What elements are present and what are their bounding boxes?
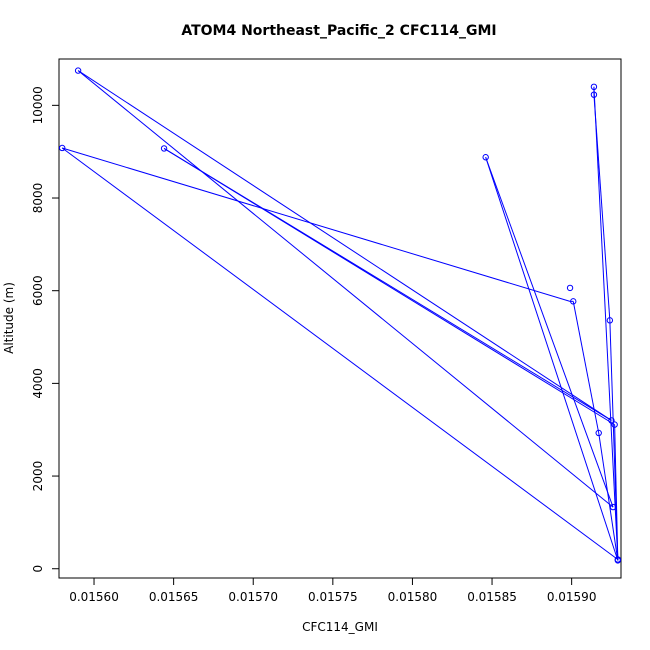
series-segment <box>593 86 619 560</box>
x-tick-label: 0.01590 <box>547 590 597 604</box>
series-segment <box>77 70 612 421</box>
x-tick-label: 0.01560 <box>69 590 119 604</box>
data-point <box>595 429 602 437</box>
y-tick-label: 4000 <box>31 368 45 399</box>
series-lines <box>61 70 619 561</box>
data-point <box>570 298 577 305</box>
series-points <box>58 67 622 564</box>
y-axis: 0 2000 4000 6000 8000 10000 <box>31 86 60 573</box>
x-tick-label: 0.01570 <box>228 590 278 604</box>
data-point <box>482 154 489 161</box>
y-tick-label: 10000 <box>31 86 45 124</box>
data-point <box>58 144 66 152</box>
data-point <box>74 67 82 74</box>
y-tick-label: 0 <box>31 565 45 573</box>
y-axis-label: Altitude (m) <box>2 282 16 354</box>
x-axis-label: CFC114_GMI <box>302 620 378 634</box>
series-segment <box>614 424 619 561</box>
y-tick-label: 6000 <box>31 275 45 306</box>
y-tick-label: 8000 <box>31 183 45 214</box>
series-segment <box>485 157 614 508</box>
data-point <box>606 317 614 324</box>
chart-title: ATOM4 Northeast_Pacific_2 CFC114_GMI <box>181 23 496 39</box>
series-segment <box>485 157 619 561</box>
series-segment <box>77 70 614 508</box>
data-point <box>608 417 615 424</box>
data-point <box>609 503 617 511</box>
plot-frame <box>58 58 622 579</box>
x-tick-label: 0.01580 <box>388 590 438 604</box>
data-point <box>611 421 618 428</box>
data-point <box>614 556 622 563</box>
y-tick-label: 2000 <box>31 461 45 492</box>
data-point <box>590 83 598 91</box>
data-point <box>566 284 574 292</box>
series-segment <box>598 432 619 561</box>
x-tick-label: 0.01585 <box>467 590 517 604</box>
series-segment <box>572 301 600 434</box>
x-tick-label: 0.01565 <box>149 590 199 604</box>
series-segment <box>61 147 619 560</box>
series-segment <box>62 147 571 302</box>
data-point <box>160 145 168 152</box>
series-segment <box>163 148 615 426</box>
x-axis: 0.01560 0.01565 0.01570 0.01575 0.01580 0.015… <box>69 577 597 604</box>
data-point <box>590 91 598 98</box>
x-tick-label: 0.01575 <box>308 590 358 604</box>
